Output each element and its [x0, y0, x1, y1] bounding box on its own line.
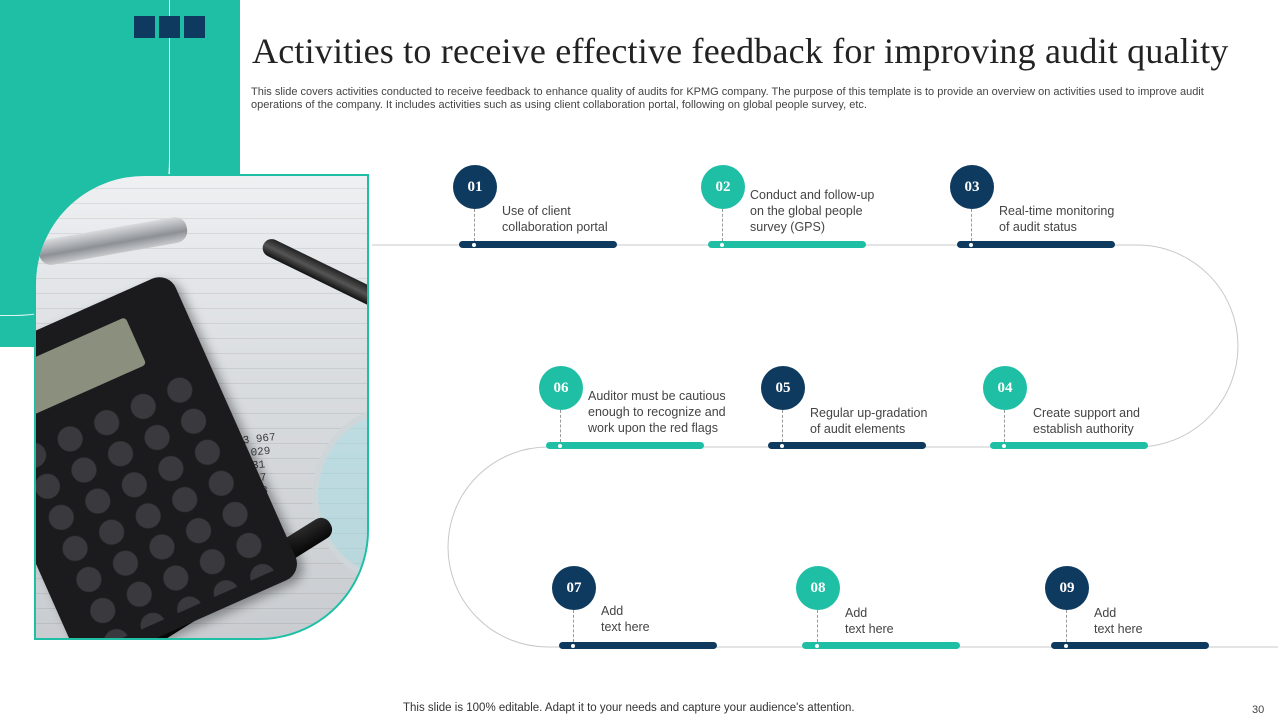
- step-connector-dash: [1004, 410, 1005, 442]
- step-bar: [1051, 642, 1209, 649]
- step-bar-dot: [969, 242, 973, 247]
- step-bar: [957, 241, 1115, 248]
- square: [159, 16, 180, 38]
- step-connector-dash: [817, 610, 818, 642]
- step-bar: [546, 442, 704, 449]
- step-bar-dot: [720, 242, 724, 247]
- step-number-badge: 03: [950, 165, 994, 209]
- step-description: Real-time monitoring of audit status: [999, 204, 1115, 234]
- step-bar: [459, 241, 617, 248]
- step-number-badge: 04: [983, 366, 1027, 410]
- decorative-line: [169, 0, 170, 175]
- step-description: Create support and establish authority: [1033, 406, 1141, 436]
- page-number: 30: [1252, 704, 1265, 716]
- step-number-badge: 05: [761, 366, 805, 410]
- step-description: Use of client collaboration portal: [502, 204, 608, 234]
- step-number-badge: 09: [1045, 566, 1089, 610]
- square: [184, 16, 205, 38]
- step-bar-dot: [571, 643, 575, 648]
- step-number-badge: 02: [701, 165, 745, 209]
- step-connector-dash: [971, 209, 972, 241]
- step-bar-dot: [558, 443, 562, 448]
- step-description: Regular up-gradation of audit elements: [810, 406, 928, 436]
- step-connector-dash: [782, 410, 783, 442]
- step-description: Auditor must be cautious enough to recog…: [588, 389, 726, 435]
- step-bar: [802, 642, 960, 649]
- step-bar: [708, 241, 866, 248]
- step-bar-dot: [780, 443, 784, 448]
- step-connector-dash: [560, 410, 561, 442]
- step-bar: [559, 642, 717, 649]
- step-connector-dash: [474, 209, 475, 241]
- step-description: Add text here: [601, 604, 650, 634]
- step-number-badge: 08: [796, 566, 840, 610]
- audit-photo: 339 970 373 967 56 969 804 029 817 1 296…: [34, 174, 369, 640]
- step-bar: [990, 442, 1148, 449]
- page-subtitle: This slide covers activities conducted t…: [251, 86, 1204, 111]
- step-connector-dash: [573, 610, 574, 642]
- step-bar-dot: [1002, 443, 1006, 448]
- square: [134, 16, 155, 38]
- step-description: Conduct and follow-up on the global peop…: [750, 188, 875, 234]
- footer-note: This slide is 100% editable. Adapt it to…: [403, 702, 855, 714]
- page-title: Activities to receive effective feedback…: [252, 31, 1229, 71]
- step-connector-dash: [1066, 610, 1067, 642]
- decorative-squares: [134, 16, 205, 38]
- step-number-badge: 01: [453, 165, 497, 209]
- step-bar-dot: [1064, 643, 1068, 648]
- step-number-badge: 07: [552, 566, 596, 610]
- step-number-badge: 06: [539, 366, 583, 410]
- step-description: Add text here: [1094, 606, 1143, 636]
- step-bar-dot: [472, 242, 476, 247]
- step-bar: [768, 442, 926, 449]
- step-bar-dot: [815, 643, 819, 648]
- step-connector-dash: [722, 209, 723, 241]
- step-description: Add text here: [845, 606, 894, 636]
